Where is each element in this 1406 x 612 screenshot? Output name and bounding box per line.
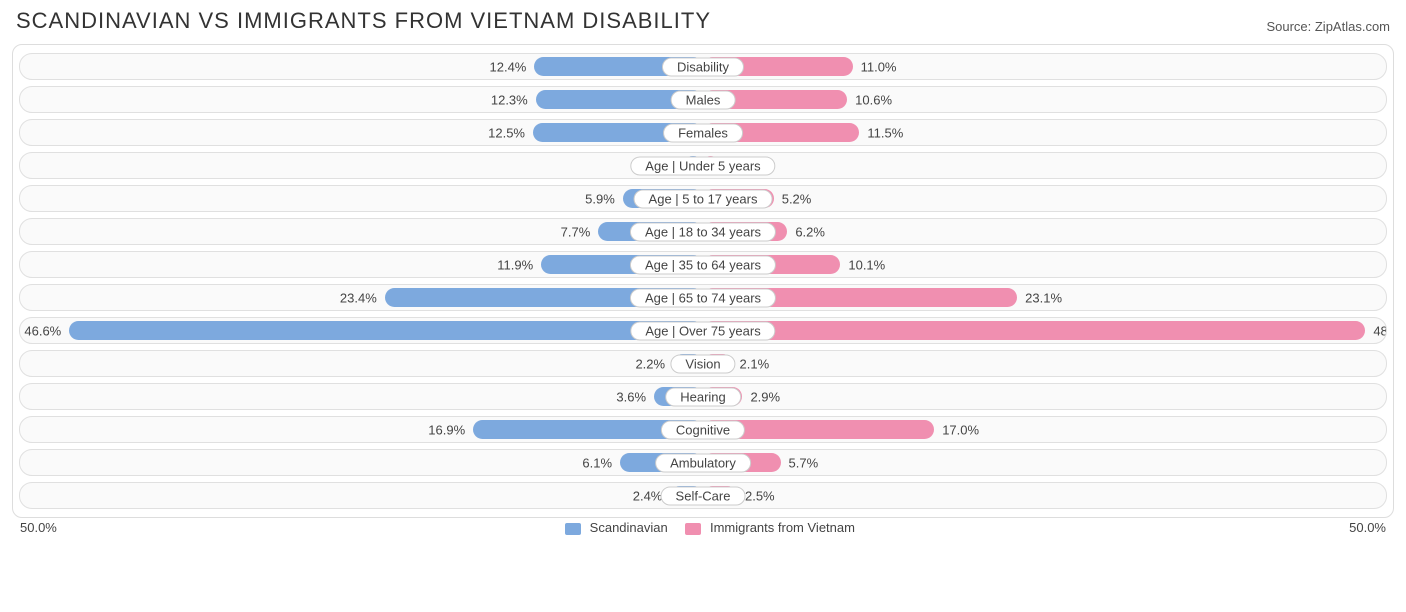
value-label-left: 6.1%: [582, 455, 612, 470]
value-label-right: 6.2%: [795, 224, 825, 239]
value-label-right: 2.9%: [750, 389, 780, 404]
chart-row: 12.4% 11.0% Disability: [19, 53, 1387, 80]
value-label-left: 11.9%: [497, 257, 533, 272]
chart-source: Source: ZipAtlas.com: [1266, 19, 1390, 34]
bar-left: [69, 321, 703, 340]
category-pill: Cognitive: [661, 420, 745, 439]
value-label-left: 2.4%: [633, 488, 663, 503]
axis-left-label: 50.0%: [12, 520, 57, 535]
category-pill: Self-Care: [661, 486, 746, 505]
value-label-right: 5.7%: [789, 455, 819, 470]
value-label-right: 10.1%: [848, 257, 885, 272]
chart-row: 12.3% 10.6% Males: [19, 86, 1387, 113]
value-label-left: 3.6%: [616, 389, 646, 404]
category-pill: Age | 65 to 74 years: [630, 288, 776, 307]
chart-row: 12.5% 11.5% Females: [19, 119, 1387, 146]
value-label-right: 11.5%: [867, 125, 903, 140]
chart-title: SCANDINAVIAN VS IMMIGRANTS FROM VIETNAM …: [16, 8, 711, 34]
chart-body: 12.4% 11.0% Disability 12.3% 10.6% Males 12.5%…: [12, 44, 1394, 518]
chart-row: 46.6% 48.7% Age | Over 75 years: [19, 317, 1387, 344]
category-pill: Age | Over 75 years: [630, 321, 775, 340]
chart-row: 16.9% 17.0% Cognitive: [19, 416, 1387, 443]
legend-label-right: Immigrants from Vietnam: [710, 520, 855, 535]
chart-row: 23.4% 23.1% Age | 65 to 74 years: [19, 284, 1387, 311]
value-label-right: 5.2%: [782, 191, 812, 206]
value-label-left: 7.7%: [561, 224, 591, 239]
legend-label-left: Scandinavian: [590, 520, 668, 535]
category-pill: Ambulatory: [655, 453, 751, 472]
axis-right-label: 50.0%: [1349, 520, 1394, 535]
category-pill: Vision: [670, 354, 735, 373]
chart-row: 5.9% 5.2% Age | 5 to 17 years: [19, 185, 1387, 212]
category-pill: Age | 18 to 34 years: [630, 222, 776, 241]
legend-swatch-right: [685, 523, 701, 535]
value-label-left: 2.2%: [635, 356, 665, 371]
category-pill: Disability: [662, 57, 744, 76]
category-pill: Age | 5 to 17 years: [634, 189, 773, 208]
value-label-left: 12.5%: [488, 125, 525, 140]
chart-footer: 50.0% Scandinavian Immigrants from Vietn…: [12, 520, 1394, 535]
chart-header: SCANDINAVIAN VS IMMIGRANTS FROM VIETNAM …: [0, 0, 1406, 38]
category-pill: Age | 35 to 64 years: [630, 255, 776, 274]
category-pill: Males: [671, 90, 736, 109]
value-label-left: 46.6%: [24, 323, 61, 338]
value-label-right: 2.5%: [745, 488, 775, 503]
value-label-right: 11.0%: [861, 59, 897, 74]
chart-row: 7.7% 6.2% Age | 18 to 34 years: [19, 218, 1387, 245]
value-label-right: 10.6%: [855, 92, 892, 107]
chart-legend: Scandinavian Immigrants from Vietnam: [57, 520, 1349, 535]
value-label-left: 5.9%: [585, 191, 615, 206]
value-label-right: 48.7%: [1373, 323, 1387, 338]
bar-right: [703, 321, 1365, 340]
category-pill: Females: [663, 123, 743, 142]
value-label-left: 23.4%: [340, 290, 377, 305]
category-pill: Hearing: [665, 387, 741, 406]
value-label-right: 23.1%: [1025, 290, 1062, 305]
chart-row: 2.4% 2.5%Self-Care: [19, 482, 1387, 509]
value-label-left: 12.4%: [490, 59, 527, 74]
category-pill: Age | Under 5 years: [630, 156, 775, 175]
value-label-left: 16.9%: [428, 422, 465, 437]
chart-row: 3.6% 2.9% Hearing: [19, 383, 1387, 410]
chart-row: 11.9% 10.1% Age | 35 to 64 years: [19, 251, 1387, 278]
value-label-left: 12.3%: [491, 92, 528, 107]
legend-swatch-left: [565, 523, 581, 535]
chart-row: 1.5%1.1%Age | Under 5 years: [19, 152, 1387, 179]
chart-row: 6.1% 5.7% Ambulatory: [19, 449, 1387, 476]
value-label-right: 17.0%: [942, 422, 979, 437]
chart-row: 2.2% 2.1% Vision: [19, 350, 1387, 377]
value-label-right: 2.1%: [740, 356, 770, 371]
